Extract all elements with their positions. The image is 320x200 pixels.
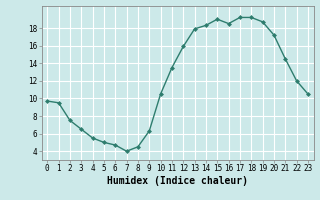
X-axis label: Humidex (Indice chaleur): Humidex (Indice chaleur) xyxy=(107,176,248,186)
